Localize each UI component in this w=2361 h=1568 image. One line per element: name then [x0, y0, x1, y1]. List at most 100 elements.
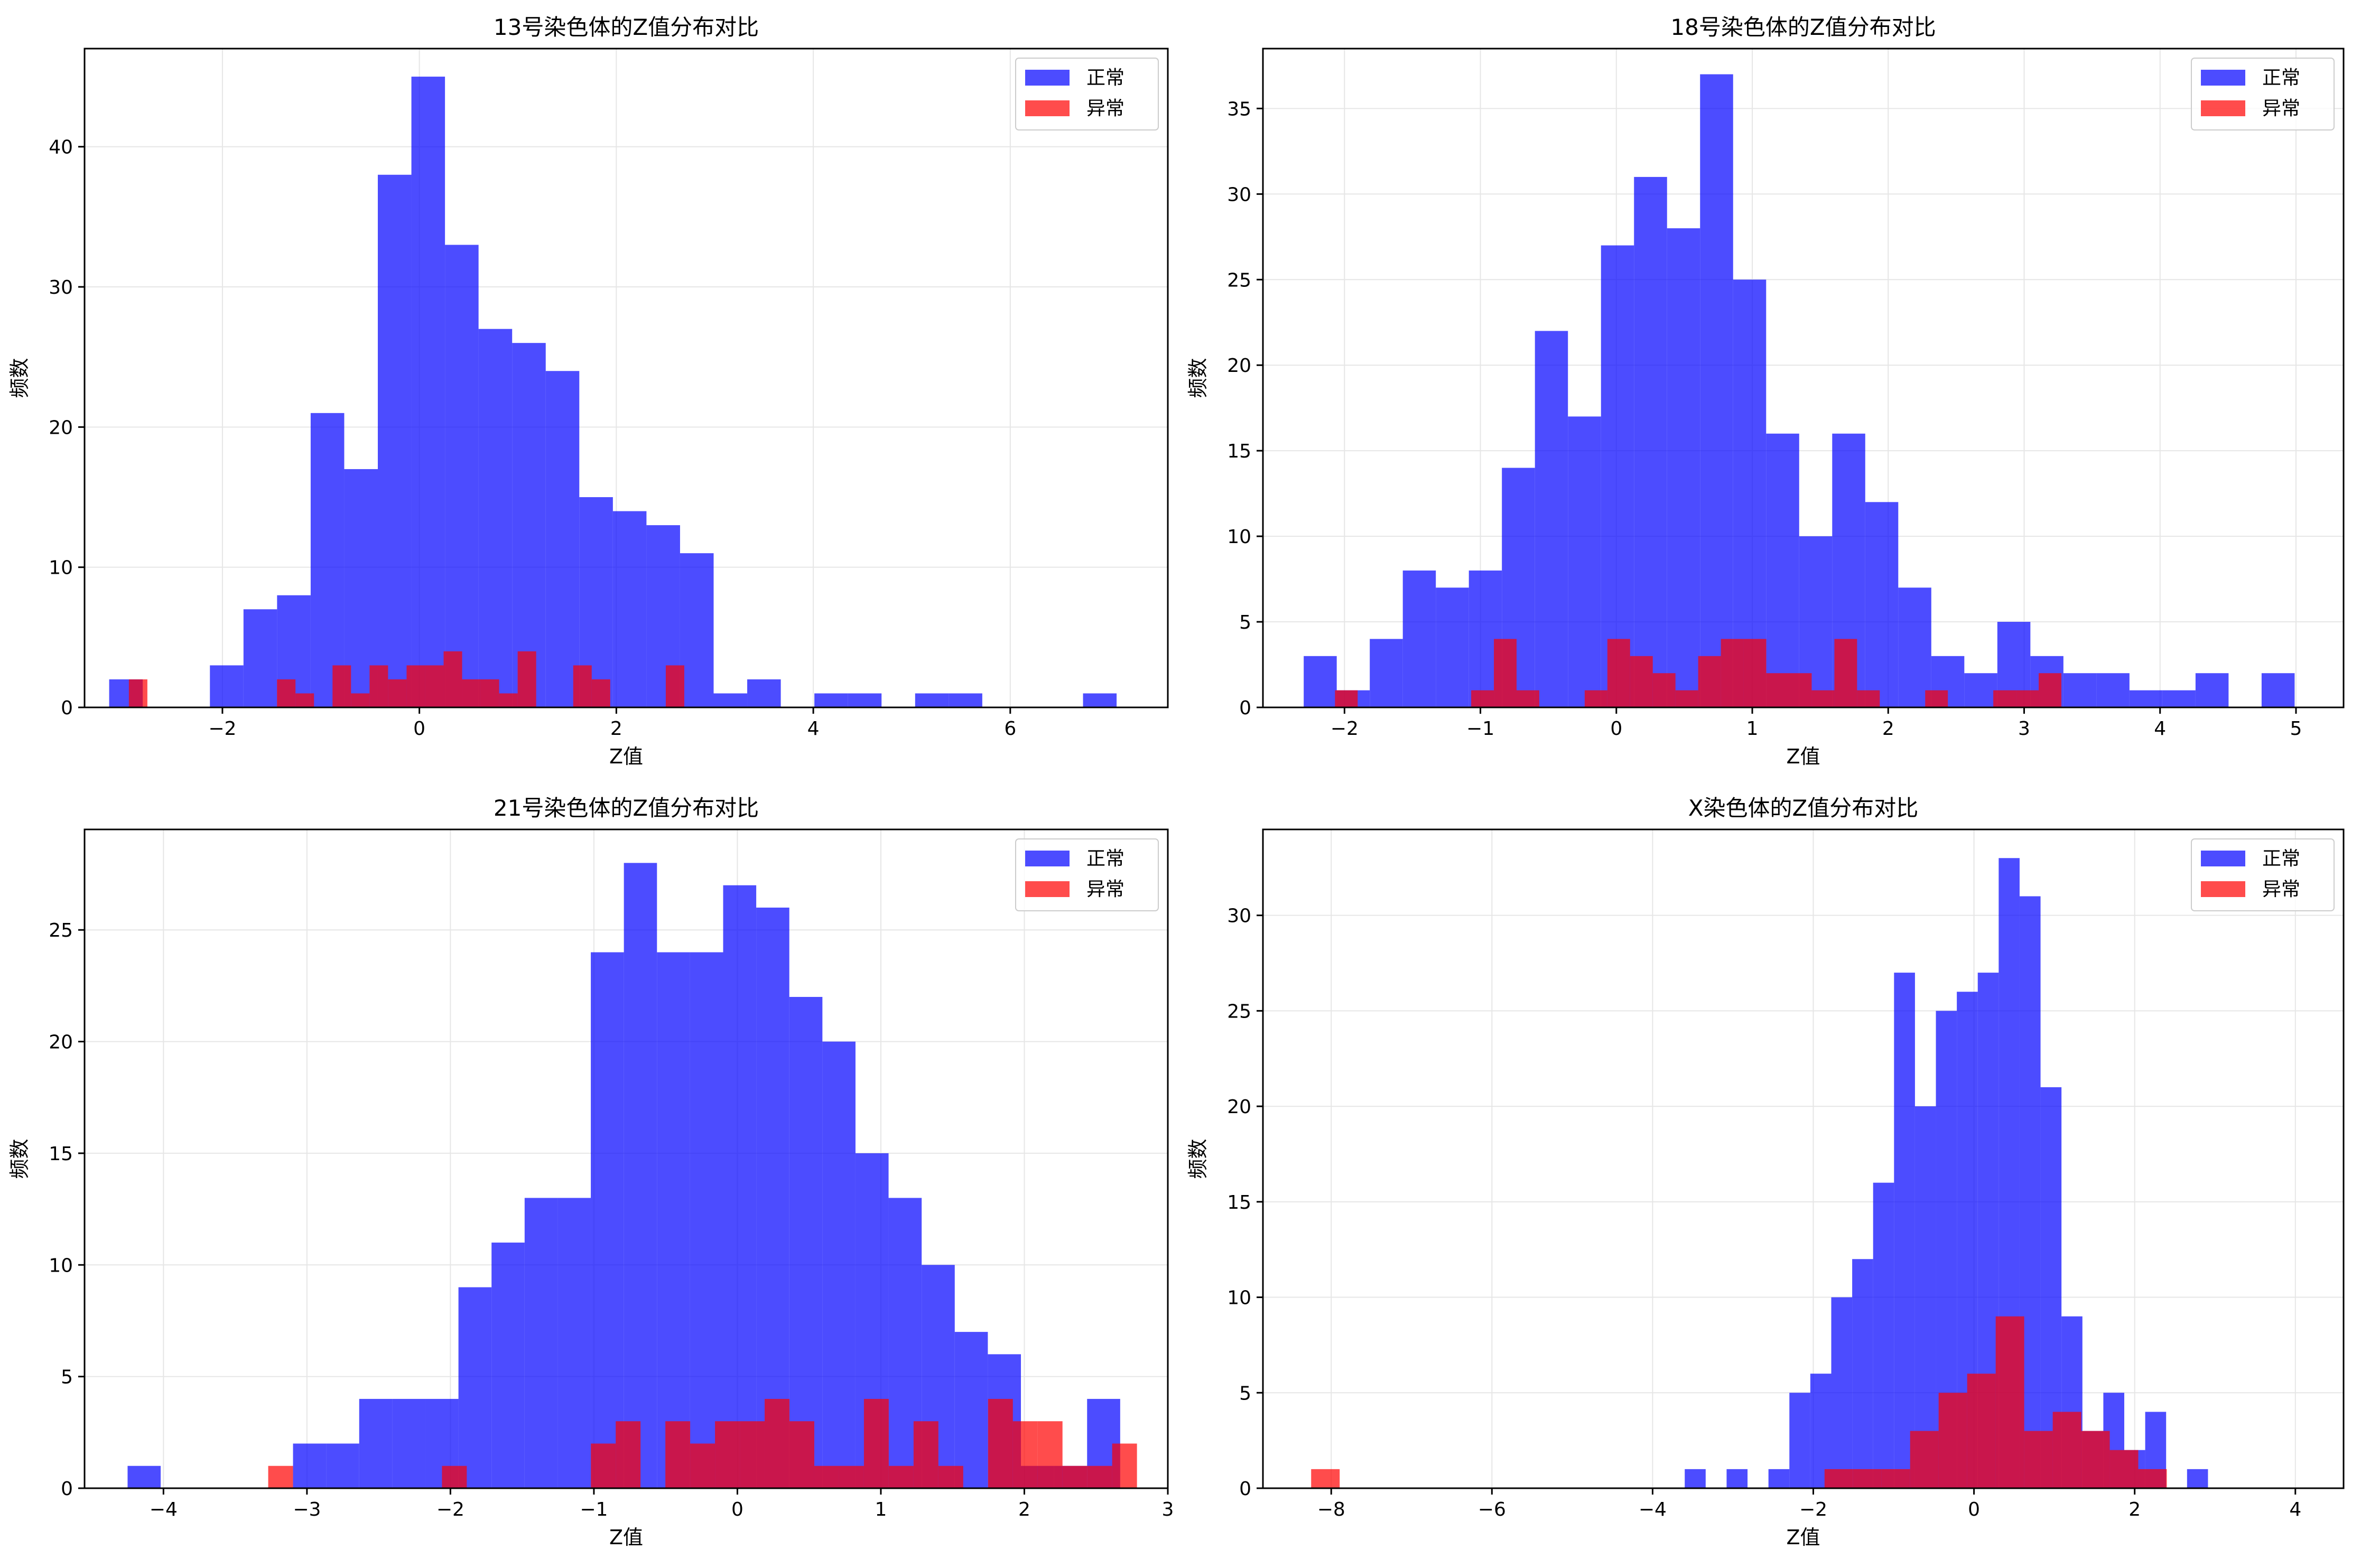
histogram-bar [545, 371, 580, 707]
legend-swatch [1025, 100, 1070, 116]
histogram-bar [822, 1041, 856, 1488]
x-tick-label: 2 [2128, 1499, 2141, 1520]
histogram-bar [480, 679, 499, 707]
legend-label: 异常 [1086, 98, 1124, 119]
legend-label: 正常 [2262, 848, 2300, 870]
chart-panel-4: −8 −6 −4 −2 0 2 4 0 5 10 15 20 25 30 X染色体的Z值分布对比 Z值 频数 正常… [1186, 795, 2345, 1549]
histogram-bar [954, 1332, 988, 1488]
x-axis-label: Z值 [1786, 745, 1820, 768]
histogram-bar [1910, 1431, 1939, 1488]
histogram-bar [478, 329, 513, 707]
x-tick-label: −2 [1799, 1499, 1827, 1520]
histogram-bar [2052, 1412, 2081, 1488]
histogram-bar [406, 665, 425, 707]
histogram-bar [1062, 1466, 1087, 1488]
histogram-bar [443, 651, 462, 707]
histogram-bar [1857, 690, 1880, 707]
histogram-bar [1535, 331, 1568, 707]
legend-label: 异常 [2262, 879, 2300, 900]
chart-title: X染色体的Z值分布对比 [1688, 795, 1919, 821]
y-tick-label: 0 [1239, 1478, 1251, 1500]
x-tick-label: 3 [2018, 718, 2030, 740]
histogram-bar [680, 553, 714, 707]
histogram-bar [1698, 656, 1721, 707]
histogram-bar [310, 413, 345, 707]
histogram-bar [1789, 1393, 1810, 1488]
series-normal [1304, 74, 2295, 707]
chart-title: 13号染色体的Z值分布对比 [494, 14, 759, 40]
histogram-bar [1853, 1469, 1882, 1488]
histogram-bar [1675, 690, 1698, 707]
x-tick-label: 4 [2289, 1499, 2301, 1520]
histogram-bar [332, 665, 351, 707]
y-tick-label: 10 [1227, 526, 1251, 548]
histogram-bar [2096, 673, 2130, 707]
y-axis-label: 频数 [1186, 1138, 1210, 1179]
histogram-bar [1768, 1469, 1790, 1488]
x-tick-label: −2 [436, 1499, 464, 1520]
y-tick-label: 25 [1227, 269, 1251, 291]
histogram-bar [756, 907, 789, 1488]
histogram-bar [369, 665, 388, 707]
y-tick-label: 20 [1227, 1096, 1251, 1118]
histogram-bar [2187, 1469, 2208, 1488]
histogram-bar [1995, 1316, 2024, 1488]
x-tick-label: 0 [1968, 1499, 1980, 1520]
histogram-bar [2195, 673, 2229, 707]
series-abnormal [128, 651, 684, 707]
histogram-bar [814, 1466, 839, 1488]
y-tick-label: 5 [1239, 1383, 1251, 1404]
histogram-bar [1370, 639, 1403, 707]
histogram-bar [462, 679, 481, 707]
histogram-bar [949, 693, 982, 707]
y-tick-label: 35 [1227, 98, 1251, 120]
histogram-bar [591, 679, 610, 707]
histogram-bar [690, 1443, 715, 1488]
x-tick-label: 4 [807, 718, 820, 740]
histogram-bar [988, 1398, 1013, 1488]
histogram-bar [1087, 1466, 1112, 1488]
y-tick-label: 20 [49, 1032, 73, 1053]
histogram-bar [1335, 690, 1358, 707]
series-abnormal [268, 1398, 1137, 1488]
histogram-bar [2063, 673, 2097, 707]
histogram-bar [425, 665, 444, 707]
x-tick-label: −4 [1639, 1499, 1667, 1520]
axes-frame [83, 828, 1169, 1489]
histogram-bar [1721, 639, 1744, 707]
legend-swatch [1025, 881, 1070, 897]
x-tick-label: −1 [1466, 718, 1494, 740]
histogram-bar [1766, 433, 1799, 707]
histogram-bar [839, 1466, 864, 1488]
histogram-bar [359, 1398, 393, 1488]
histogram-bar [1865, 502, 1899, 707]
histogram-bar [1630, 656, 1653, 707]
histogram-bar [863, 1398, 889, 1488]
histogram-bar [1914, 1106, 1936, 1488]
x-tick-label: 0 [731, 1499, 743, 1520]
x-axis-label: Z值 [609, 745, 643, 768]
chart-title: 21号染色体的Z值分布对比 [494, 795, 759, 821]
histogram-bar [2024, 1431, 2053, 1488]
histogram-bar [295, 693, 314, 707]
histogram-bar [915, 693, 949, 707]
histogram-bar [2261, 673, 2295, 707]
histogram-bar [657, 952, 690, 1488]
x-tick-label: 1 [1746, 718, 1759, 740]
y-tick-label: 15 [49, 1143, 73, 1165]
axes-frame [1262, 48, 2345, 708]
histogram-bar [1634, 176, 1667, 707]
legend-label: 正常 [1086, 67, 1124, 89]
legend-swatch [2201, 100, 2245, 116]
histogram-bar [2039, 673, 2061, 707]
y-tick-label: 20 [49, 417, 73, 438]
histogram-bar [1304, 656, 1337, 707]
x-axis-label: Z值 [1786, 1526, 1820, 1549]
histogram-bar [1834, 639, 1857, 707]
y-tick-label: 10 [49, 1255, 73, 1276]
x-tick-label: 0 [413, 718, 425, 740]
chart-panel-3: −4 −3 −2 −1 0 1 2 3 0 5 10 15 20 25 21号染色体的Z值分布对比 Z值 频数 正… [8, 795, 1174, 1549]
histogram-bar [1967, 1374, 1996, 1488]
histogram-bar [243, 609, 277, 707]
